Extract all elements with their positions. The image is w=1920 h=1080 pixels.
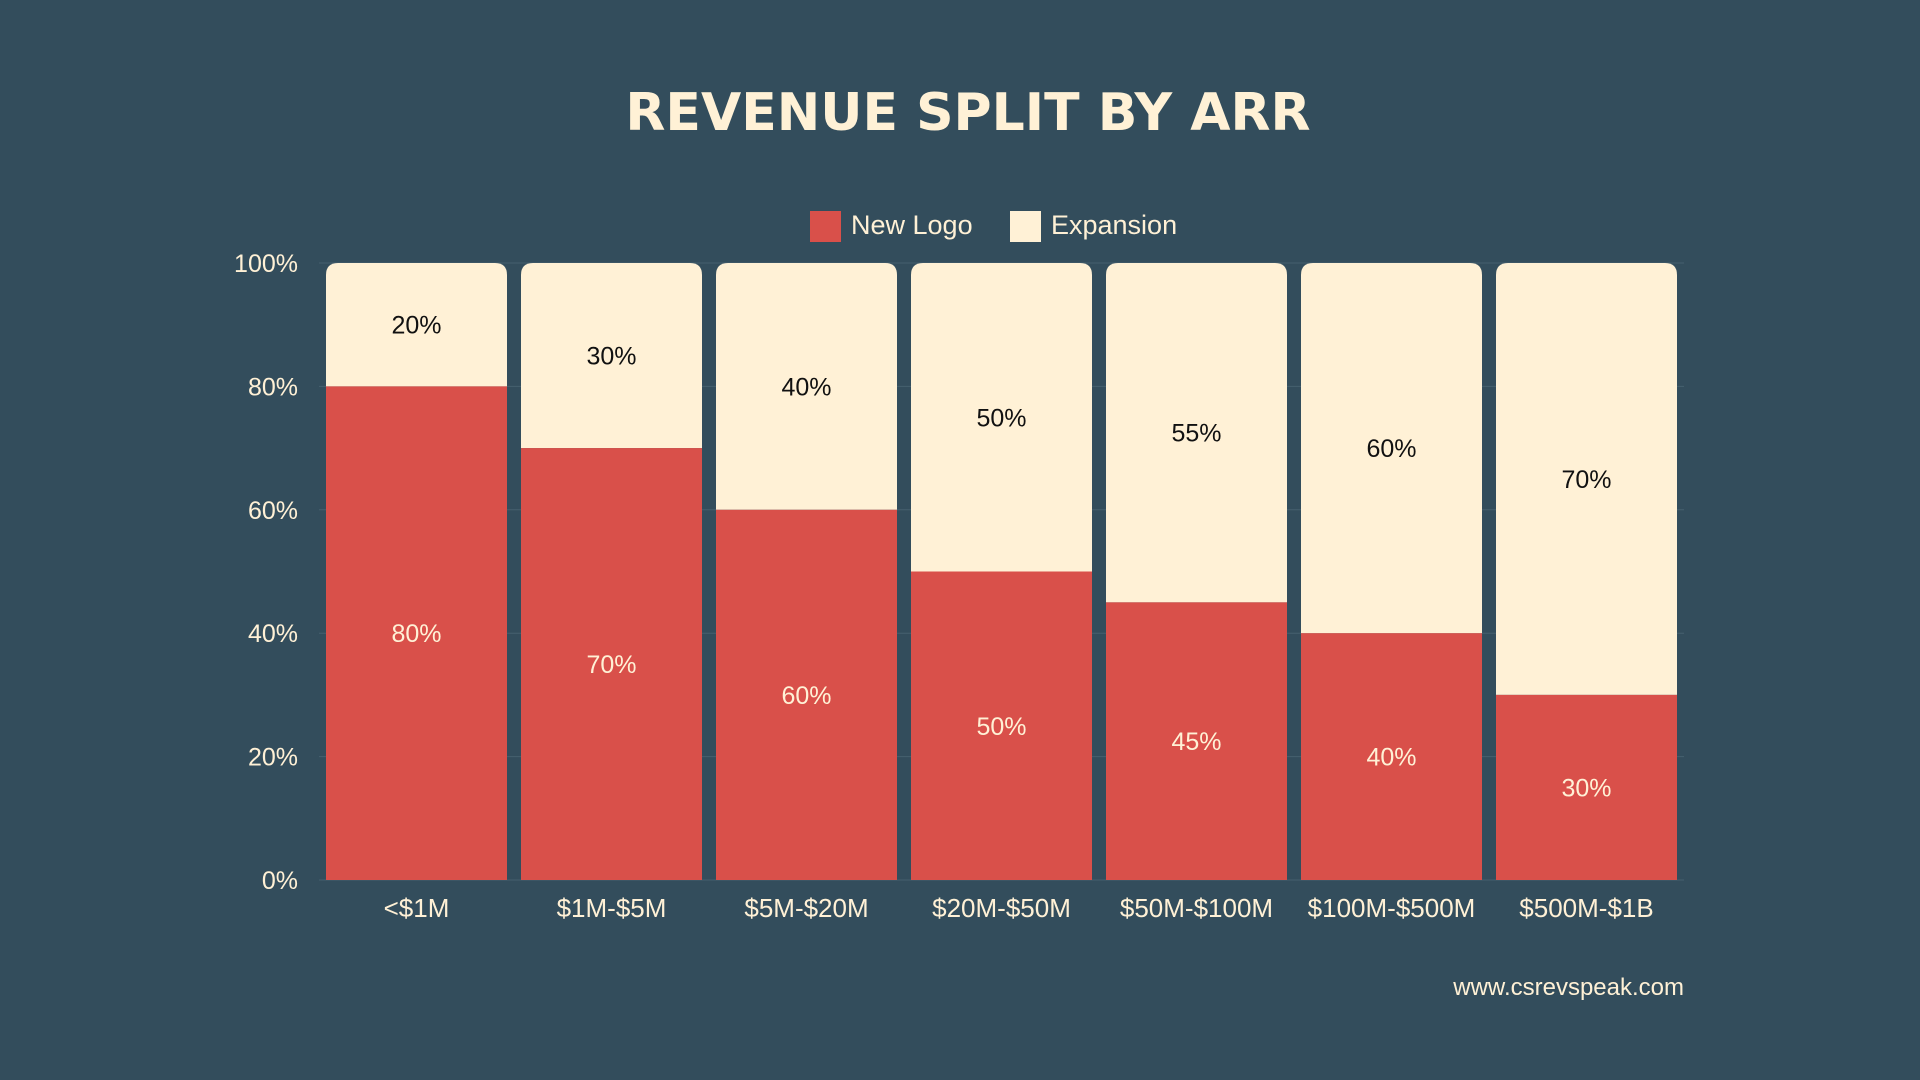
legend-swatch-expansion [1010,211,1041,242]
legend: New Logo Expansion [810,210,1177,242]
data-label-new-logo: 60% [781,682,831,710]
bar-new-logo [521,448,702,880]
bar-expansion [326,263,507,387]
bar-expansion [1301,263,1482,634]
bar-expansion [521,263,702,449]
data-label-new-logo: 80% [391,620,441,648]
y-tick-label: 0% [262,867,298,895]
bar-new-logo [1496,694,1677,880]
data-label-expansion: 20% [391,312,441,340]
bar-expansion [716,263,897,510]
y-tick-label: 20% [248,744,298,772]
footer-url: www.csrevspeak.com [1452,974,1684,1001]
x-category-label: <$1M [384,893,450,923]
data-label-new-logo: 70% [586,651,636,679]
data-labels: 80% 20% 70% 30% 60% 40% 50% 50% 45% 55% 40% 60% 30% 7… [391,312,1611,803]
x-category-label: $5M-$20M [744,893,868,923]
y-tick-label: 80% [248,373,298,401]
x-category-label: $50M-$100M [1120,893,1273,923]
data-label-expansion: 50% [976,404,1026,432]
bar-expansion [911,263,1092,572]
x-category-label: $1M-$5M [557,893,667,923]
bar-new-logo [716,509,897,880]
data-label-expansion: 40% [781,373,831,401]
legend-swatch-new-logo [810,211,841,242]
data-label-expansion: 60% [1366,435,1416,463]
bar-new-logo [326,386,507,880]
bar-new-logo [1301,633,1482,880]
legend-label-expansion: Expansion [1051,210,1177,240]
y-tick-label: 100% [234,250,298,278]
x-category-label: $20M-$50M [932,893,1071,923]
bar-new-logo [1106,602,1287,880]
data-label-new-logo: 45% [1171,728,1221,756]
x-axis-labels: <$1M $1M-$5M $5M-$20M $20M-$50M $50M-$100M $1… [384,893,1654,923]
y-axis-ticks: 0% 20% 40% 60% 80% 100% [234,250,298,895]
chart-title: REVENUE SPLIT BY ARR [625,83,1310,143]
data-label-expansion: 55% [1171,420,1221,448]
bar-new-logo [911,571,1092,880]
bars [326,263,1677,880]
x-category-label: $500M-$1B [1519,893,1653,923]
data-label-expansion: 30% [586,343,636,371]
y-tick-label: 60% [248,497,298,525]
bar-expansion [1106,263,1287,603]
data-label-expansion: 70% [1561,466,1611,494]
data-label-new-logo: 50% [976,713,1026,741]
bar-expansion [1496,263,1677,695]
x-category-label: $100M-$500M [1308,893,1476,923]
legend-label-new-logo: New Logo [851,210,973,240]
y-tick-label: 40% [248,620,298,648]
data-label-new-logo: 40% [1366,744,1416,772]
data-label-new-logo: 30% [1561,774,1611,802]
